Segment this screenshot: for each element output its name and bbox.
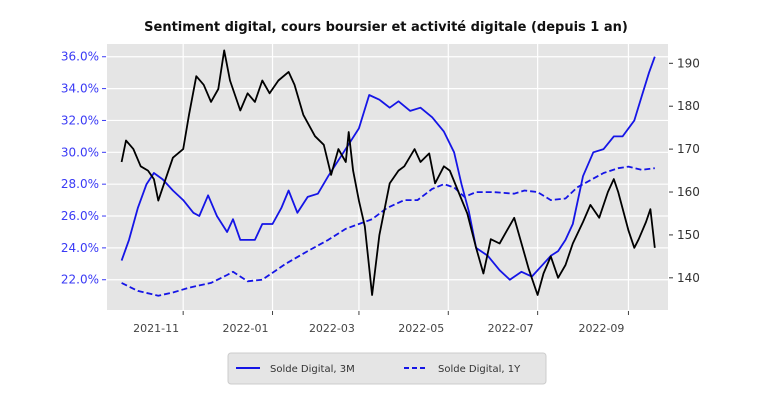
chart-title: Sentiment digital, cours boursier et act…: [144, 20, 628, 35]
legend-label-3m: Solde Digital, 3M: [270, 364, 355, 375]
x-tick-label: 2022-09: [578, 322, 624, 335]
x-tick-label: 2022-03: [309, 322, 355, 335]
y-left-tick-label: 24.0%: [61, 241, 99, 255]
y-left-tick-label: 22.0%: [61, 273, 99, 287]
y-left-tick-label: 30.0%: [61, 145, 99, 159]
y-right-tick-label: 180: [677, 99, 700, 113]
y-right-tick-label: 150: [677, 228, 700, 242]
y-left-tick-label: 26.0%: [61, 209, 99, 223]
y-left-tick-label: 36.0%: [61, 50, 99, 64]
y-right-tick-label: 140: [677, 271, 700, 285]
series-cours-boursier: [120, 49, 656, 296]
x-tick-label: 2022-01: [223, 322, 269, 335]
x-tick-label: 2021-11: [133, 322, 179, 335]
y-left-tick-label: 34.0%: [61, 82, 99, 96]
legend: Solde Digital, 3M Solde Digital, 1Y: [227, 352, 547, 385]
series-solde-digital-1y: [121, 165, 655, 297]
legend-label-1y: Solde Digital, 1Y: [438, 364, 521, 375]
x-tick-label: 2022-07: [488, 322, 534, 335]
y-right-tick-label: 170: [677, 142, 700, 156]
y-right-tick-label: 160: [677, 185, 700, 199]
x-tick-label: 2022-05: [398, 322, 444, 335]
series-solde-digital-3m: [120, 56, 656, 281]
y-right-tick-label: 190: [677, 56, 700, 70]
plot-area: [107, 44, 668, 310]
y-left-tick-label: 28.0%: [61, 177, 99, 191]
y-left-tick-label: 32.0%: [61, 113, 99, 127]
